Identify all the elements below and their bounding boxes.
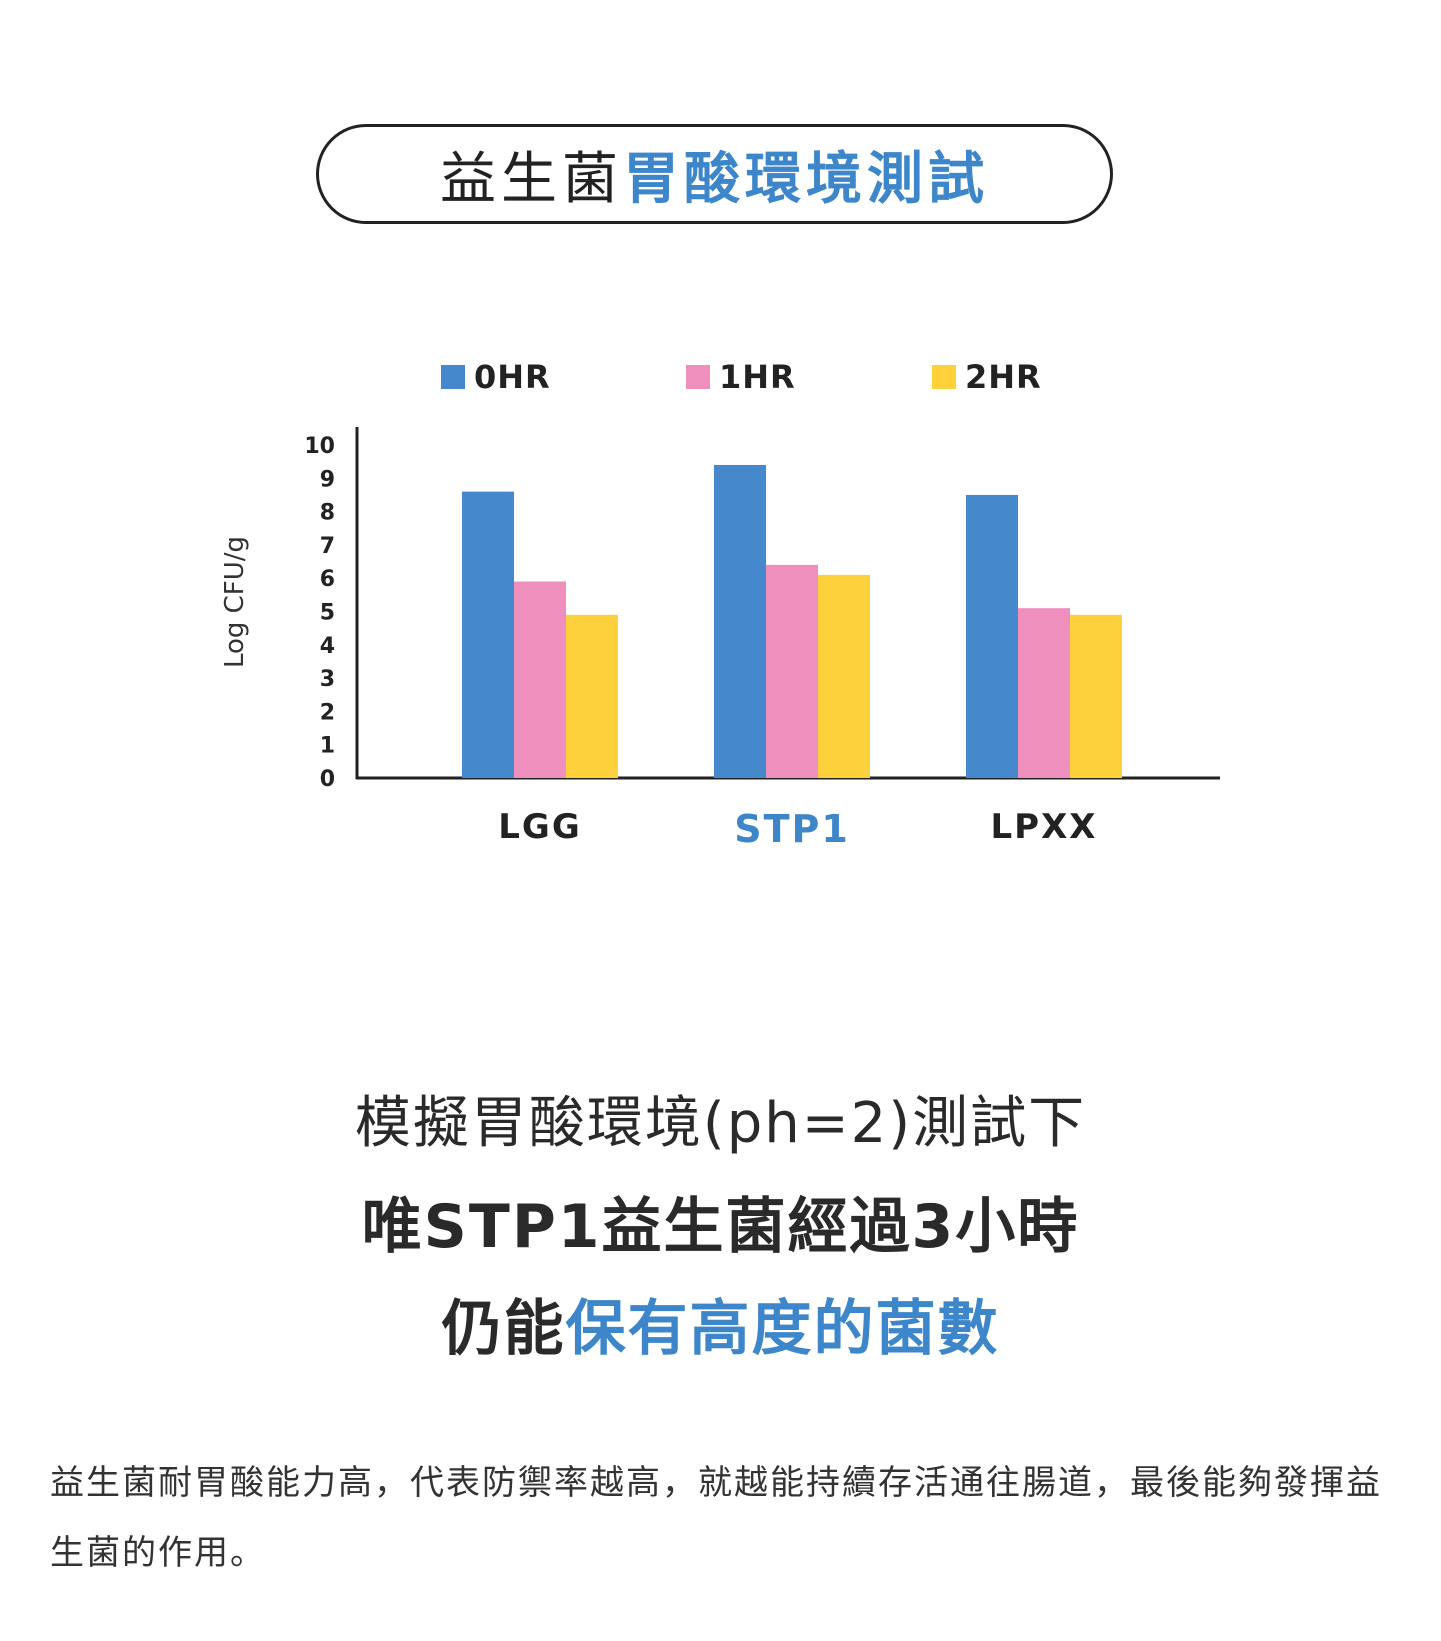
bar-0hr-lgg (462, 491, 514, 778)
page-title: 益生菌 胃酸環境測試 (316, 124, 1113, 224)
x-tick-label: LPXX (990, 807, 1097, 847)
y-tick-label: 5 (320, 601, 335, 626)
legend-label: 0HR (474, 358, 551, 396)
y-tick-label: 4 (320, 634, 335, 659)
bar-1hr-lgg (514, 581, 566, 778)
headline-line1: 模擬胃酸環境(ph=2)測試下 (354, 1091, 1087, 1156)
headline-line3: 仍能保有高度的菌數 (0, 1280, 1441, 1367)
bar-2hr-stp1 (818, 574, 870, 778)
y-tick-label: 6 (320, 567, 335, 592)
bar-0hr-stp1 (714, 464, 766, 778)
y-tick-label: 10 (304, 434, 335, 459)
bar-1hr-stp1 (766, 564, 818, 778)
bar-2hr-lgg (566, 614, 618, 778)
bar-0hr-lpxx (966, 494, 1018, 778)
legend-swatch (441, 365, 465, 389)
legend-label: 1HR (719, 358, 796, 396)
headline-line2: 唯STP1益生菌經過3小時 (361, 1192, 1080, 1262)
legend-swatch (686, 365, 710, 389)
y-tick-label: 1 (320, 734, 335, 759)
x-tick-label: LGG (498, 807, 581, 847)
description-text: 益生菌耐胃酸能力高，代表防禦率越高，就越能持續存活通往腸道，最後能夠發揮益生菌的… (50, 1463, 1382, 1573)
headline-line3-highlight: 保有高度的菌數 (565, 1294, 1000, 1364)
y-tick-label: 8 (320, 501, 335, 526)
bar-2hr-lpxx (1070, 614, 1122, 778)
legend-swatch (932, 365, 956, 389)
title-highlight: 胃酸環境測試 (623, 146, 989, 212)
y-tick-label: 7 (320, 534, 335, 559)
headline-line3-normal: 仍能 (441, 1294, 566, 1364)
y-axis-label: Log CFU/g (220, 536, 250, 668)
y-tick-label: 9 (320, 467, 335, 492)
y-tick-label: 3 (320, 667, 335, 692)
y-tick-label: 0 (320, 767, 335, 792)
x-tick-label: STP1 (734, 807, 850, 851)
y-tick-label: 2 (320, 700, 335, 725)
title-normal: 益生菌 (440, 146, 623, 212)
bar-chart: 0 1 2 3 4 5 6 7 8 9 10 Log CFU/g LGG STP1 LPXX 0HR 1HR 2H… (220, 358, 1220, 851)
bar-1hr-lpxx (1018, 608, 1070, 778)
legend-label: 2HR (965, 358, 1042, 396)
